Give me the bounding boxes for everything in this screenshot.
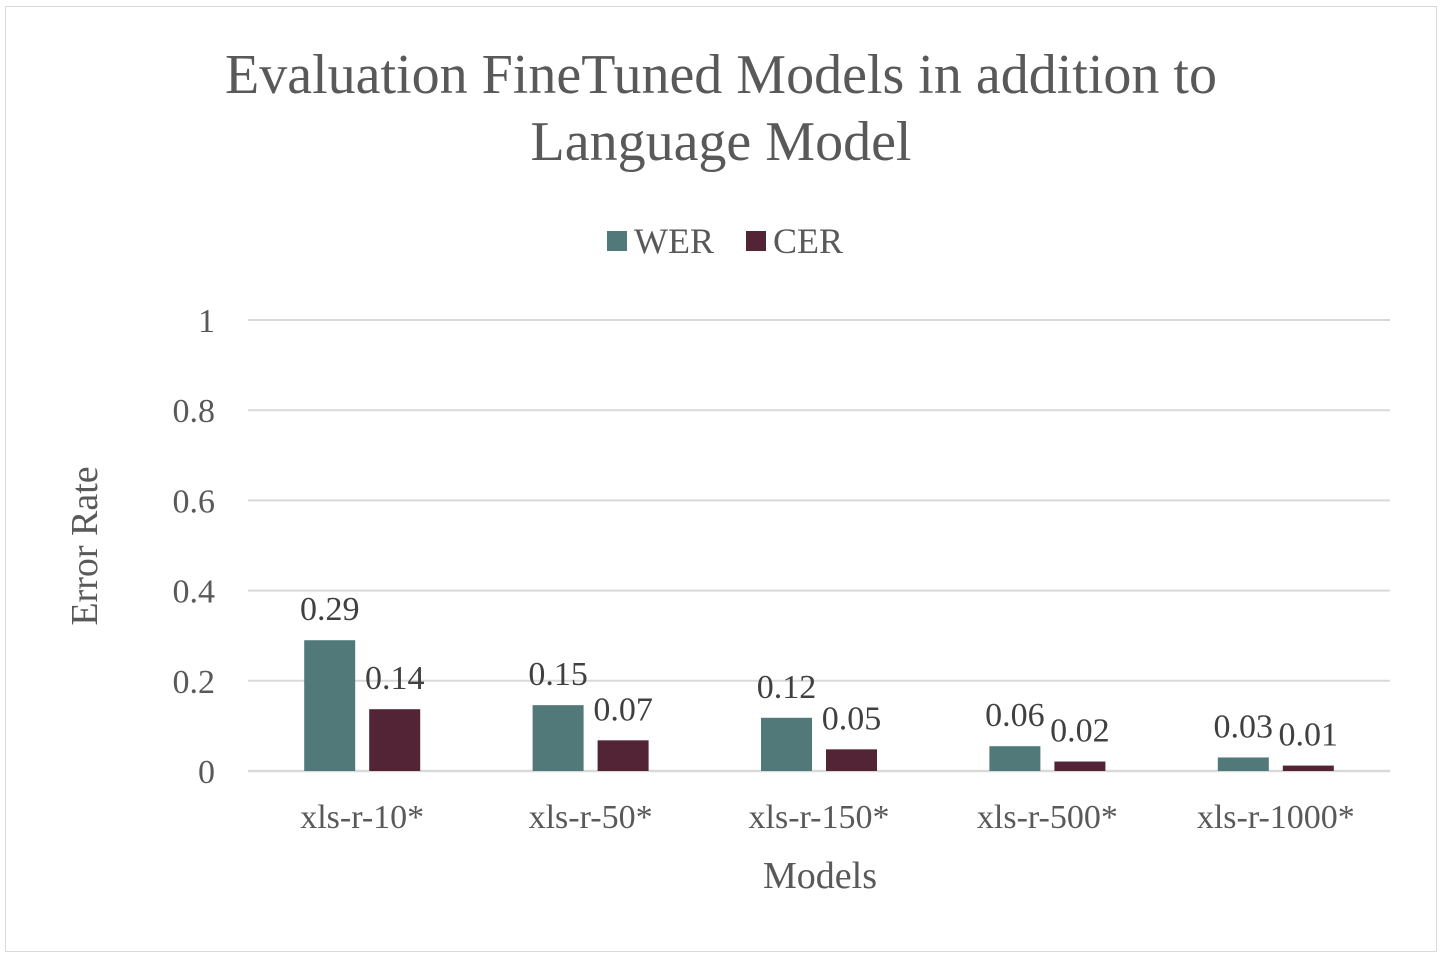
bar-wer-xls-r-500* xyxy=(989,746,1040,771)
data-label-cer: 0.14 xyxy=(365,660,425,697)
data-label-wer: 0.12 xyxy=(757,669,817,706)
y-tick-label: 0.2 xyxy=(173,664,216,701)
bar-cer-xls-r-500* xyxy=(1054,762,1105,771)
y-axis-ticks: 0 0.2 0.4 0.6 0.8 1 xyxy=(173,303,216,791)
x-axis-ticks: xls-r-10* xls-r-50* xls-r-150* xls-r-500* xl… xyxy=(300,799,1355,836)
legend-label-wer: WER xyxy=(634,221,714,261)
legend-swatch-wer xyxy=(607,231,627,251)
bar-wer-xls-r-1000* xyxy=(1218,757,1269,771)
data-labels: 0.290.14 0.150.07 0.120.05 0.06 0.02 0.03 0.01 xyxy=(300,591,1338,753)
legend-label-cer: CER xyxy=(773,221,843,261)
x-tick-label: xls-r-500* xyxy=(977,799,1118,836)
chart-title: Evaluation FineTuned Models in addition … xyxy=(225,44,1217,173)
data-label-wer: 0.03 xyxy=(1214,708,1274,745)
bar-wer-xls-r-150* xyxy=(761,718,812,771)
legend-swatch-cer xyxy=(746,231,766,251)
data-label-wer: 0.15 xyxy=(528,656,588,693)
data-label-cer: 0.07 xyxy=(593,691,653,728)
x-tick-label: xls-r-50* xyxy=(529,799,653,836)
x-tick-label: xls-r-150* xyxy=(749,799,890,836)
data-label-cer: 0.05 xyxy=(822,700,882,737)
y-tick-label: 0.8 xyxy=(173,393,216,430)
x-tick-label: xls-r-10* xyxy=(300,799,424,836)
y-tick-label: 0.6 xyxy=(173,483,216,520)
bar-cer-xls-r-150* xyxy=(826,749,877,771)
data-label-cer: 0.02 xyxy=(1050,713,1110,750)
y-tick-label: 0.4 xyxy=(173,574,216,611)
data-label-cer: 0.01 xyxy=(1279,717,1339,754)
data-label-wer: 0.06 xyxy=(985,697,1045,734)
y-axis-title: Error Rate xyxy=(64,466,106,625)
bar-cer-xls-r-1000* xyxy=(1283,766,1334,771)
bars xyxy=(304,640,1334,771)
y-tick-label: 1 xyxy=(198,303,215,340)
chart-title-line-2: Language Model xyxy=(531,111,912,173)
y-tick-label: 0 xyxy=(198,754,215,791)
bar-wer-xls-r-10* xyxy=(304,640,355,771)
x-axis-title: Models xyxy=(763,855,877,897)
bar-cer-xls-r-50* xyxy=(598,740,649,771)
chart-title-line-1: Evaluation FineTuned Models in addition … xyxy=(225,44,1217,106)
x-tick-label: xls-r-1000* xyxy=(1197,799,1355,836)
gridlines xyxy=(248,320,1390,771)
data-label-wer: 0.29 xyxy=(300,591,360,628)
bar-wer-xls-r-50* xyxy=(533,705,584,771)
bar-cer-xls-r-10* xyxy=(369,709,420,771)
legend: WER CER xyxy=(607,221,843,261)
